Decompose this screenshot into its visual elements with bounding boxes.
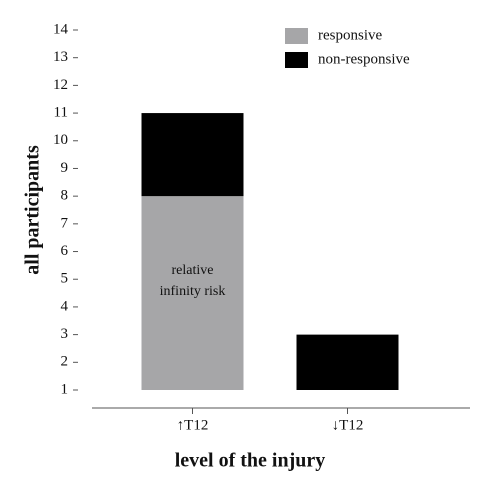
x-axis-label: level of the injury (175, 450, 326, 472)
y-tick-label: 13 (53, 49, 68, 65)
legend-swatch (285, 28, 308, 44)
legend-label: responsive (318, 27, 382, 43)
bar-segment (141, 113, 244, 197)
y-axis-label: all participants (22, 145, 44, 275)
y-tick-label: 7 (61, 215, 69, 231)
legend-swatch (285, 52, 308, 68)
legend-label: non-responsive (318, 51, 410, 67)
bar-segment (141, 196, 244, 390)
y-tick-label: 2 (61, 354, 69, 370)
y-tick-label: 11 (54, 105, 68, 121)
y-tick-label: 5 (61, 271, 69, 287)
y-tick-label: 9 (61, 160, 69, 176)
y-tick-label: 12 (53, 77, 68, 93)
y-tick-label: 4 (61, 298, 69, 314)
annotation: infinity risk (160, 284, 226, 299)
y-tick-label: 1 (61, 381, 69, 397)
y-tick-label: 3 (61, 326, 69, 342)
y-tick-label: 14 (53, 21, 69, 37)
y-tick-label: 8 (61, 188, 69, 204)
y-tick-label: 10 (53, 132, 68, 148)
annotation: relative (172, 263, 214, 278)
x-tick-label: ↑T12 (177, 417, 209, 433)
bar-segment (296, 334, 399, 390)
x-tick-label: ↓T12 (332, 417, 364, 433)
y-tick-label: 6 (61, 243, 69, 259)
